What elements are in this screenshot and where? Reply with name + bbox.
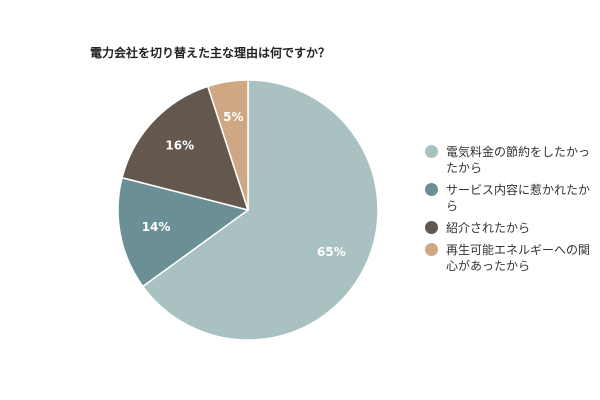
legend-label-line: ら [446,199,459,213]
legend-label-line: 再生可能エネルギーへの関 [446,243,591,257]
legend-label-line: サービス内容に惹かれたか [446,183,591,197]
legend-item-1: 電気料金の節約をしたかっ たから [425,144,600,176]
legend-item-2: サービス内容に惹かれたから [425,182,600,214]
legend-swatch-icon [425,221,438,234]
legend-label-line: たから [446,161,483,175]
chart-title: 電力会社を切り替えた主な理由は何ですか？ [90,46,331,60]
pie-slice-3 [121,85,250,212]
slice-value-label-4: 5% [223,110,243,124]
pie-slice-2 [117,176,250,288]
legend-swatch-icon [425,243,438,256]
legend-swatch-icon [425,145,438,158]
legend-label-line: 心があったから [446,259,531,273]
pie-slice-4 [206,79,249,211]
legend-swatch-icon [425,183,438,196]
slice-value-label-1: 65% [317,245,346,259]
legend-label-line: 紹介されたから [446,221,531,235]
legend: 電気料金の節約をしたかっ たから サービス内容に惹かれたから紹介されたから 再生可能エ… [425,144,600,280]
legend-label-line: 電気料金の節約をしたかっ [446,145,591,159]
legend-item-3: 紹介されたから [425,220,600,236]
slice-value-label-3: 16% [165,138,194,152]
slice-value-label-2: 14% [142,220,171,234]
pie-slice-1 [141,79,379,341]
legend-item-4: 再生可能エネルギーへの関 心があったから [425,242,600,274]
